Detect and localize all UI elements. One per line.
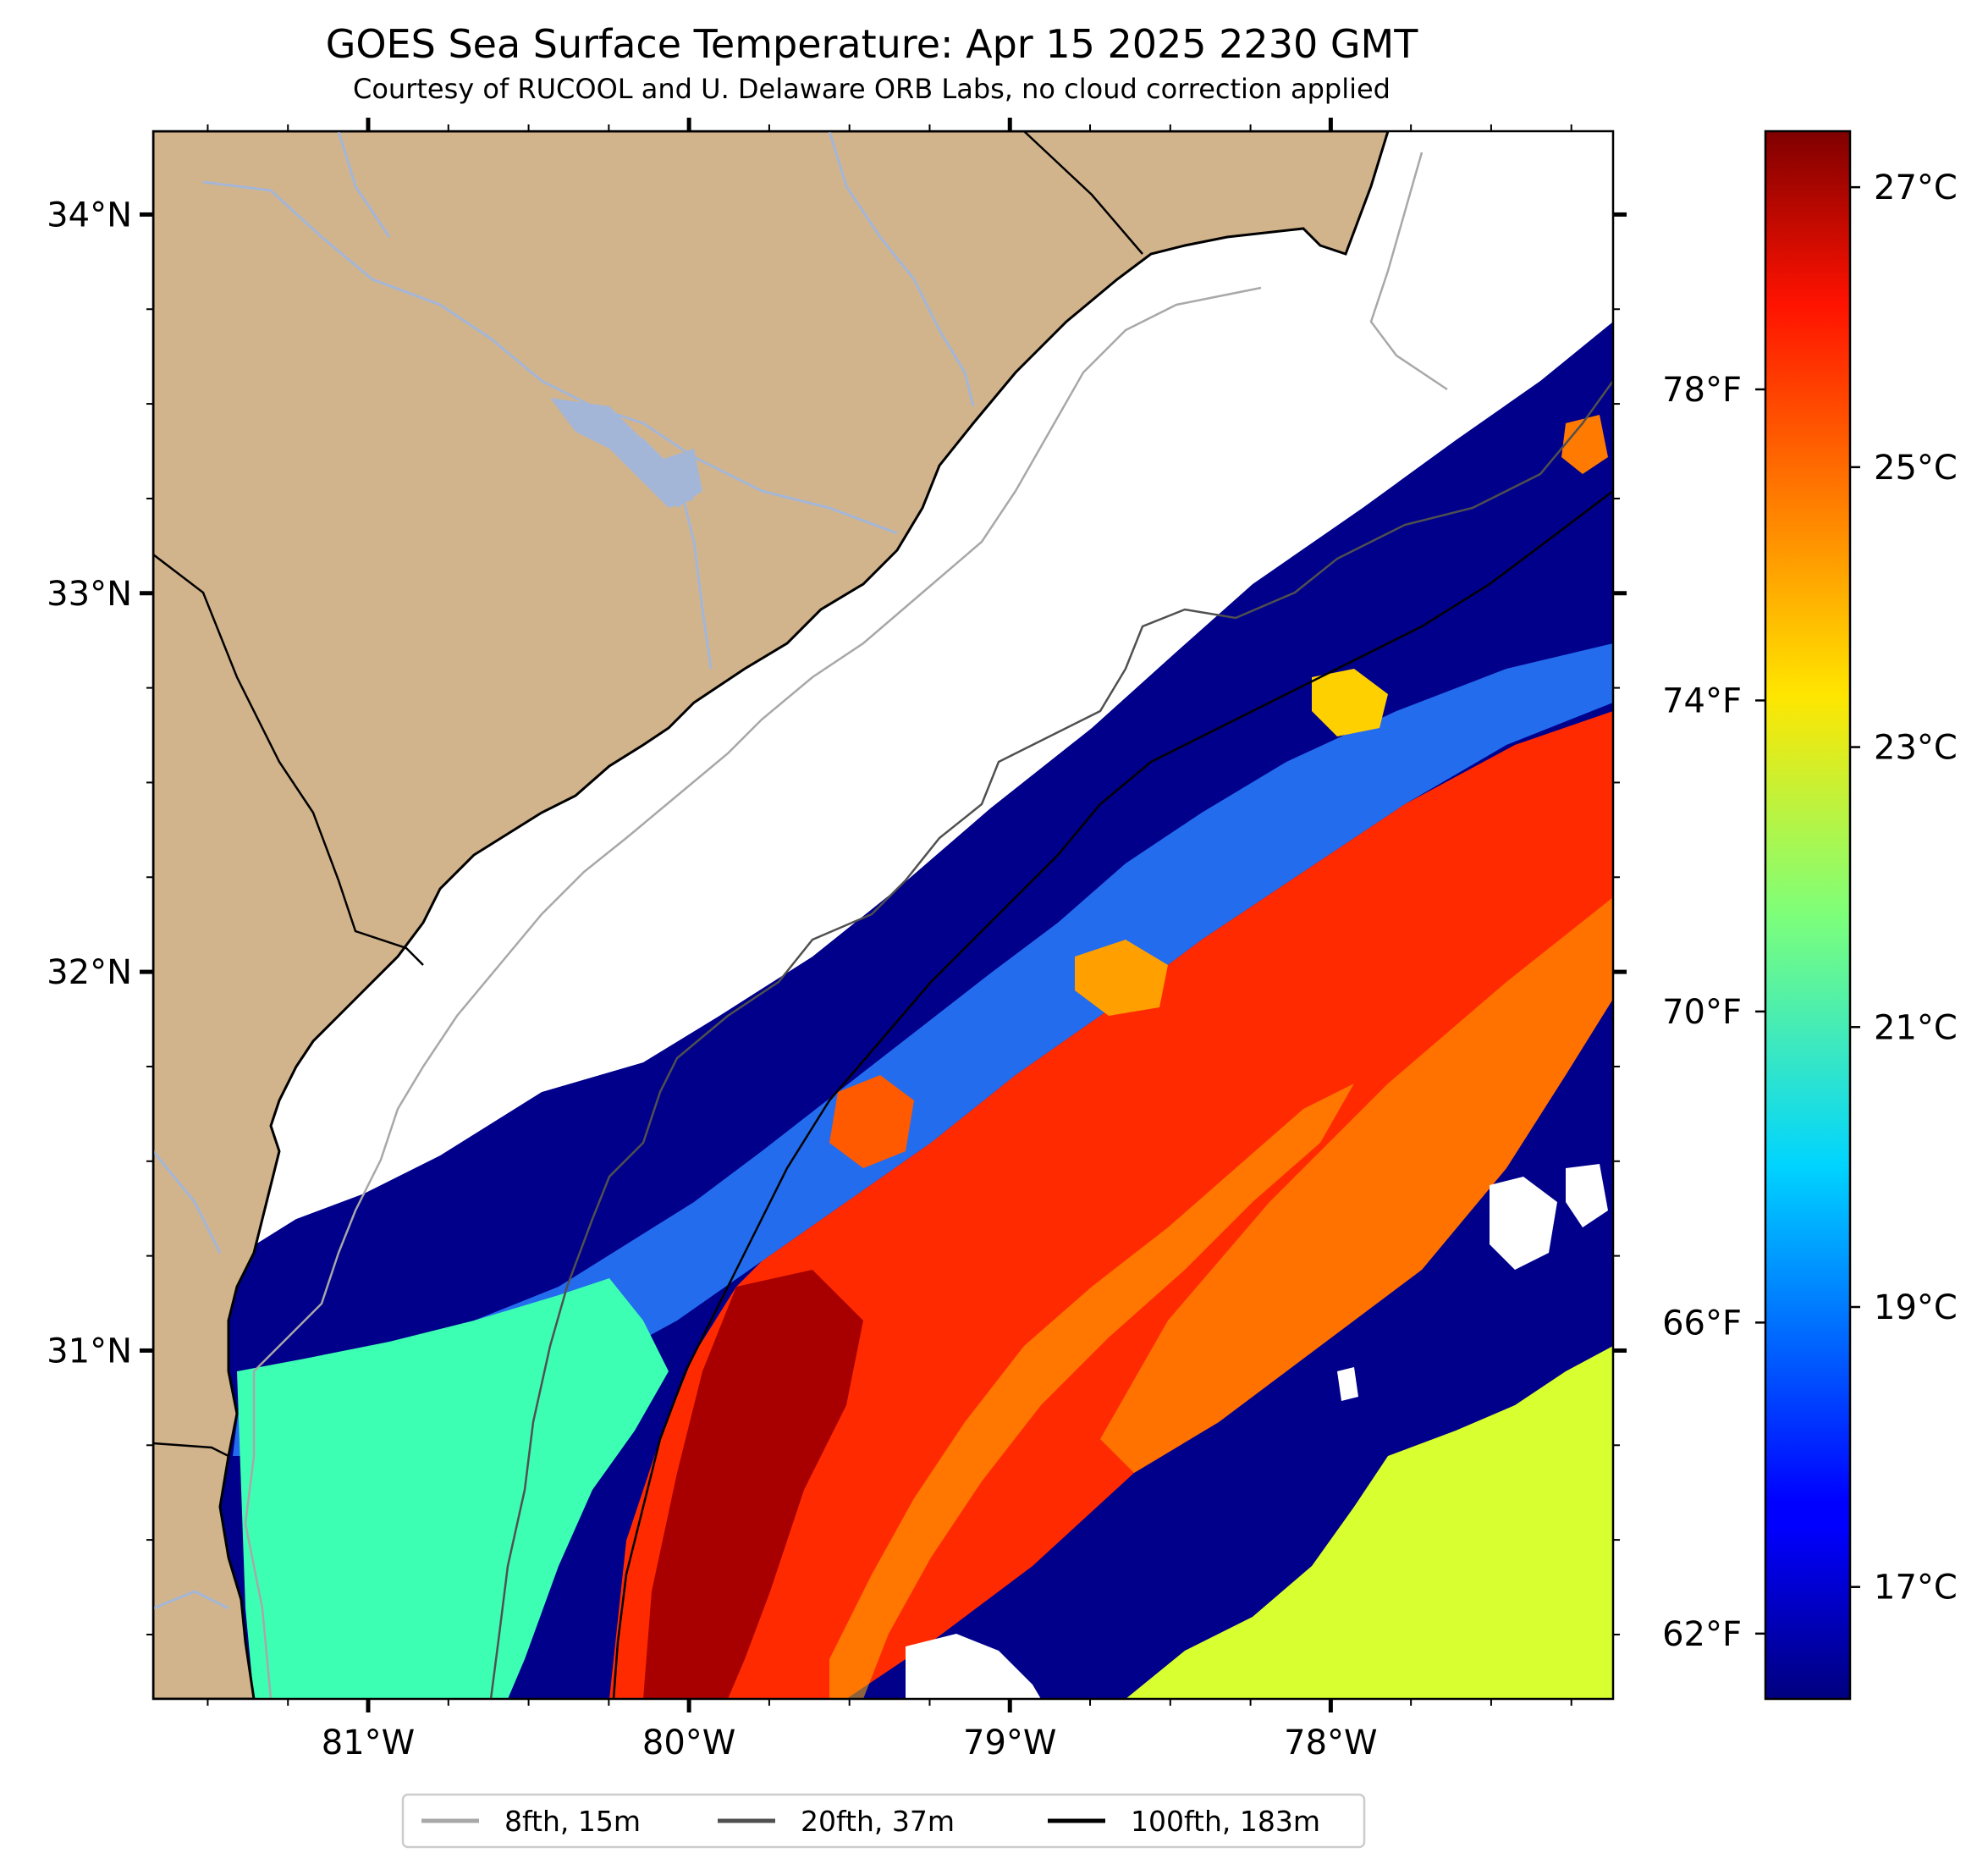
legend-label: 8fth, 15m (504, 1805, 641, 1838)
map-frame (151, 130, 1615, 1701)
lon-tick-label: 78°W (1284, 1723, 1377, 1762)
state-boundary (153, 1442, 229, 1458)
sst-warm-core (643, 1270, 863, 1699)
lat-tick-label: 31°N (47, 1332, 132, 1370)
figure-title: GOES Sea Surface Temperature: Apr 15 202… (326, 21, 1418, 67)
fahrenheit-tick-label: 78°F (1662, 371, 1742, 410)
lat-tick-label: 32°N (47, 953, 132, 992)
celsius-tick-label: 19°C (1874, 1288, 1958, 1327)
sst-yellow-green-offshore (1126, 1346, 1613, 1699)
lake-moultrie (643, 449, 702, 508)
sst-inner-orange-stripe (829, 1084, 1354, 1699)
cloud-gap (1337, 1367, 1358, 1401)
figure-subtitle: Courtesy of RUCOOL and U. Delaware ORB L… (353, 73, 1390, 105)
legend-items: 8fth, 15m 20fth, 37m 100fth, 183m (421, 1805, 1320, 1838)
sst-gulf-stream-core (609, 711, 1613, 1699)
sst-green-nearshore (237, 1278, 669, 1699)
boundaries (153, 131, 1143, 1458)
river-line (153, 1150, 222, 1254)
fahrenheit-tick-label: 66°F (1662, 1304, 1742, 1343)
cloud-gap (906, 1634, 1041, 1699)
legend-box (401, 1793, 1366, 1849)
lon-tick-label: 79°W (963, 1723, 1056, 1762)
river-line (828, 131, 975, 407)
legend-label: 100fth, 183m (1131, 1805, 1320, 1838)
isobath-20fth (489, 380, 1613, 1699)
sst-gulf-stream-orange-edge (1100, 897, 1613, 1473)
fahrenheit-tick-label: 62°F (1662, 1615, 1742, 1654)
sst-eddy-warm (1561, 415, 1608, 474)
isobath-legend: 8fth, 15m 20fth, 37m 100fth, 183m (401, 1793, 1366, 1849)
cloud-gap (1566, 1164, 1608, 1227)
lon-tick-label: 81°W (322, 1723, 415, 1762)
sst-eddy-warm (829, 1075, 914, 1168)
sst-eddy-warm (1312, 669, 1388, 736)
isobath-100fth (612, 490, 1613, 1699)
river-line (153, 1590, 229, 1610)
celsius-tick-label: 27°C (1874, 168, 1958, 207)
celsius-tick-label: 17°C (1874, 1569, 1958, 1608)
land-mass (153, 131, 1390, 1699)
isobath-8fth (244, 152, 1448, 1699)
colorbar-gradient (1764, 130, 1852, 1701)
river-line (592, 405, 898, 535)
map-panel (153, 131, 1613, 1699)
river-line (202, 180, 713, 670)
celsius-tick-label: 25°C (1874, 449, 1958, 488)
sst-eddy-warm (1075, 940, 1168, 1016)
fahrenheit-tick-label: 74°F (1662, 681, 1742, 720)
cloud-gap (1490, 1177, 1557, 1270)
river-line (337, 131, 391, 238)
celsius-tick-label: 23°C (1874, 729, 1958, 768)
fahrenheit-tick-label: 70°F (1662, 993, 1742, 1032)
rivers (153, 131, 975, 1610)
colorbar-ticks: 17°C 19°C 21°C 23°C 25°C 27°C 62°F 66°F 70°F 74°F… (1662, 168, 1958, 1654)
map-axes: 81°W 80°W 79°W 78°W 34°N 33°N 32°N 31°N (47, 118, 1627, 1762)
state-boundary (1023, 131, 1143, 255)
state-boundary (153, 554, 424, 966)
sst-mixed-front-zone (233, 643, 1613, 1456)
legend-label: 20fth, 37m (801, 1805, 955, 1838)
lat-tick-label: 34°N (47, 196, 132, 234)
lon-tick-label: 80°W (642, 1723, 735, 1762)
celsius-tick-label: 21°C (1874, 1008, 1958, 1047)
lat-tick-label: 33°N (47, 575, 132, 614)
